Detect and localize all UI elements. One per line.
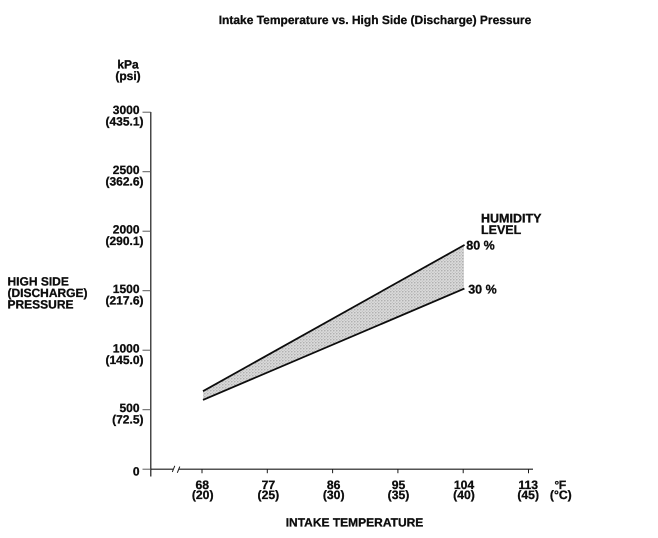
- svg-text:80 %: 80 %: [466, 239, 495, 253]
- svg-text:(435.1): (435.1): [105, 115, 143, 129]
- svg-text:PRESSURE: PRESSURE: [8, 298, 74, 312]
- svg-text:113: 113: [518, 478, 538, 492]
- svg-text:(DISCHARGE): (DISCHARGE): [8, 286, 88, 300]
- svg-text:(290.1): (290.1): [105, 234, 143, 248]
- svg-text:86: 86: [327, 478, 341, 492]
- svg-text:(°C): (°C): [550, 488, 572, 502]
- svg-text:(45): (45): [517, 488, 539, 502]
- svg-text:INTAKE TEMPERATURE: INTAKE TEMPERATURE: [286, 516, 424, 530]
- svg-text:0: 0: [133, 464, 140, 478]
- svg-text:2000: 2000: [113, 223, 140, 237]
- svg-text:1500: 1500: [113, 282, 140, 296]
- svg-text:HUMIDITY: HUMIDITY: [481, 212, 542, 226]
- svg-text:500: 500: [119, 401, 139, 415]
- svg-text:30 %: 30 %: [468, 283, 497, 297]
- svg-text:3000: 3000: [113, 103, 140, 117]
- svg-text:(psi): (psi): [115, 69, 140, 83]
- svg-text:68: 68: [196, 478, 210, 492]
- svg-text:(72.5): (72.5): [112, 413, 143, 427]
- svg-text:°F: °F: [555, 478, 567, 492]
- svg-text:(145.0): (145.0): [105, 353, 143, 367]
- svg-text:(362.6): (362.6): [105, 175, 143, 189]
- svg-text:Intake Temperature vs. High Si: Intake Temperature vs. High Side (Discha…: [219, 13, 532, 27]
- svg-text:LEVEL: LEVEL: [481, 223, 522, 237]
- svg-text:kPa: kPa: [117, 58, 139, 72]
- svg-text:(20): (20): [192, 488, 214, 502]
- svg-text:HIGH SIDE: HIGH SIDE: [8, 274, 69, 288]
- svg-text:104: 104: [454, 478, 475, 492]
- svg-text:77: 77: [262, 478, 276, 492]
- svg-text:1000: 1000: [113, 342, 140, 356]
- svg-text:(35): (35): [388, 488, 410, 502]
- svg-text:(25): (25): [258, 488, 280, 502]
- svg-text:(217.6): (217.6): [105, 294, 143, 308]
- svg-text:(30): (30): [323, 488, 345, 502]
- svg-text:(40): (40): [453, 488, 475, 502]
- svg-text:2500: 2500: [113, 163, 140, 177]
- svg-text:95: 95: [392, 478, 406, 492]
